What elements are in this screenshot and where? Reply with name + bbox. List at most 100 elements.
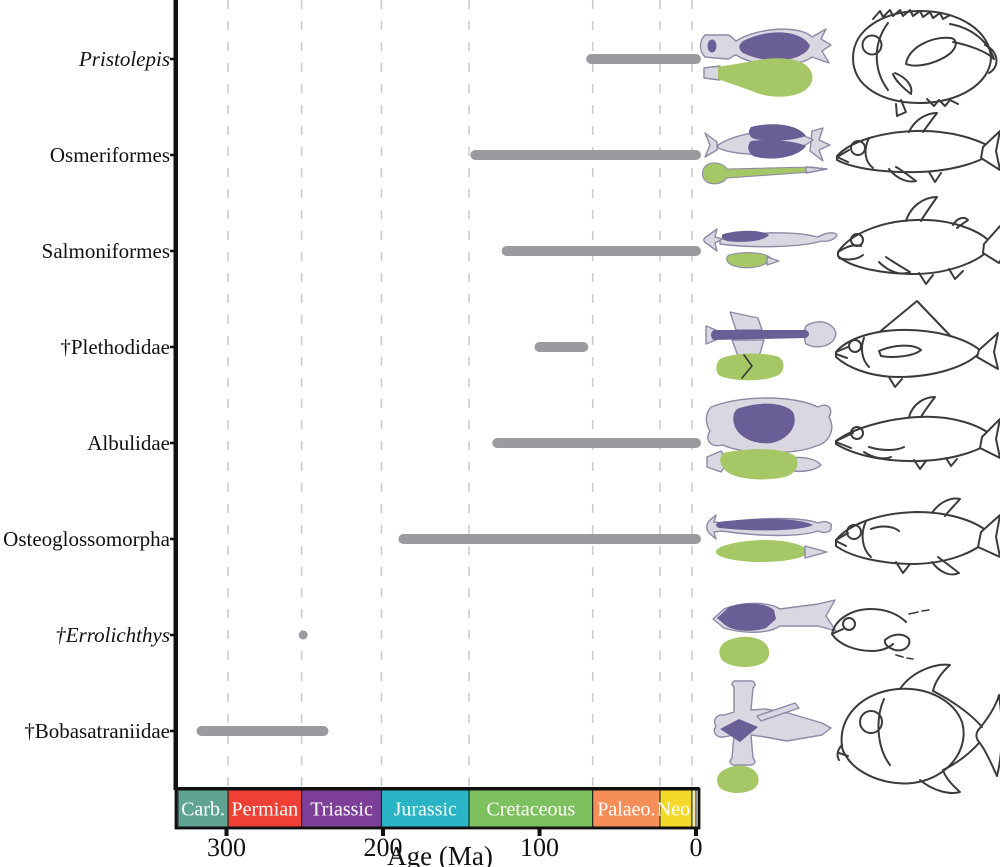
illustration-shape xyxy=(748,140,806,159)
period-label: Triassic xyxy=(310,799,373,821)
illustration-shape xyxy=(905,36,957,67)
illustration-shape xyxy=(733,403,795,444)
taxon-label-4: Albulidae xyxy=(87,431,170,455)
x-axis-tick xyxy=(381,827,386,836)
illustration-shape xyxy=(713,680,832,766)
illustration-shape xyxy=(842,617,856,631)
illustration-shape xyxy=(835,532,849,547)
illustration-shape xyxy=(831,633,894,652)
timeline-chart: Pristolepis Osmeriformes Salmoniformes †Ple… xyxy=(3,0,703,867)
illustration-shape xyxy=(860,337,870,368)
illustration-shape xyxy=(918,272,934,285)
illustration-shape xyxy=(883,633,911,652)
illustration-shape xyxy=(835,346,849,359)
illustration-shape xyxy=(848,339,862,353)
illustration-shape xyxy=(980,130,1000,171)
illustration-shape xyxy=(859,710,883,734)
illustration-shape xyxy=(892,72,913,95)
taxon-label-1: Osmeriformes xyxy=(50,143,170,167)
illustration-shape xyxy=(720,449,798,480)
errolichthys-diagram-icon xyxy=(712,599,837,667)
illustration-shape xyxy=(975,694,1000,777)
illustration-shape xyxy=(984,44,998,74)
illustration-shape xyxy=(948,268,964,280)
illustration-shape xyxy=(703,228,724,252)
salmoniformes-diagram-icon xyxy=(703,228,838,269)
illustration-shape xyxy=(803,321,837,348)
illustration-shape xyxy=(850,426,864,440)
period-label: Neo. xyxy=(657,799,695,821)
illustration-shape xyxy=(716,518,813,531)
illustration-shape xyxy=(741,354,754,379)
illustration-shape xyxy=(716,353,784,381)
x-axis-tick xyxy=(224,827,229,836)
illustration-shape xyxy=(739,32,810,61)
osmeriformes-fish-icon xyxy=(836,112,1000,183)
y-axis-line xyxy=(173,0,178,790)
illustration-shape xyxy=(717,603,776,631)
x-tick-label: 200 xyxy=(364,833,403,862)
x-tick-label: 0 xyxy=(690,833,703,862)
pristolepis-diagram-icon xyxy=(699,28,832,97)
illustration-shape xyxy=(861,34,883,56)
osmeriformes-diagram-icon xyxy=(701,124,831,185)
illustration-shape xyxy=(908,112,938,133)
illustration-shape xyxy=(928,171,942,183)
illustration-shape xyxy=(805,166,828,174)
illustration-shape xyxy=(977,514,1000,558)
taxon-label-3: †Plethodidae xyxy=(60,335,170,359)
illustration-shape xyxy=(850,233,864,247)
illustration-shape xyxy=(717,765,759,793)
illustration-shape xyxy=(846,524,862,540)
bobasatraniidae-fish-icon xyxy=(836,663,1000,794)
illustration-shape xyxy=(982,225,1000,264)
illustration-shape xyxy=(952,216,969,229)
illustration-shape xyxy=(711,330,809,340)
illustration-shape xyxy=(701,162,828,185)
illustration-shape xyxy=(719,636,770,667)
illustration-shape xyxy=(836,744,849,761)
illustration-shape xyxy=(864,137,874,169)
pristolepis-fish-icon xyxy=(852,9,998,117)
illustration-shape xyxy=(905,196,938,222)
illustration-shape xyxy=(875,22,889,91)
illustration-shape xyxy=(895,561,911,574)
illustration-shape xyxy=(718,58,813,97)
period-label: Palaeo. xyxy=(597,799,655,821)
illustration-shape xyxy=(945,457,958,467)
illustration-shape xyxy=(756,702,800,722)
bobasatraniidae-diagram-icon xyxy=(713,680,832,793)
illustration-shape xyxy=(868,446,905,451)
illustration-shape xyxy=(926,98,959,107)
illustration-shape xyxy=(837,218,994,275)
illustration-shape xyxy=(804,545,828,559)
illustration-shape xyxy=(831,628,844,635)
illustration-shape xyxy=(835,328,982,378)
illustration-shape xyxy=(766,256,780,266)
illustration-shape xyxy=(704,132,718,158)
illustration-shape xyxy=(877,698,891,766)
period-band-quaternary xyxy=(691,789,697,828)
illustration-shape xyxy=(931,497,961,517)
illustration-shape xyxy=(872,9,951,20)
illustration-shape xyxy=(979,418,1000,459)
illustration-shape xyxy=(913,459,927,470)
illustration-shape xyxy=(895,99,907,117)
illustration-shape xyxy=(899,663,951,692)
illustration-shape xyxy=(863,451,892,460)
illustration-shape xyxy=(878,344,922,358)
illustration-shape xyxy=(888,166,917,183)
period-band-triassic xyxy=(301,789,382,828)
taxon-label-6: †Errolichthys xyxy=(55,623,170,647)
taxon-label-0: Pristolepis xyxy=(78,47,170,71)
range-point-6 xyxy=(298,630,308,640)
taxon-label-2: Salmoniformes xyxy=(42,239,170,263)
period-band-palaeo xyxy=(592,789,661,828)
illustration-shape xyxy=(707,39,717,53)
period-band-jurassic xyxy=(380,789,470,828)
period-label: Carb. xyxy=(181,799,225,821)
illustration-shape xyxy=(721,230,769,242)
osteoglossomorpha-diagram-icon xyxy=(706,514,833,562)
errolichthys-fish-icon xyxy=(831,608,930,660)
illustration-shape xyxy=(840,687,965,785)
